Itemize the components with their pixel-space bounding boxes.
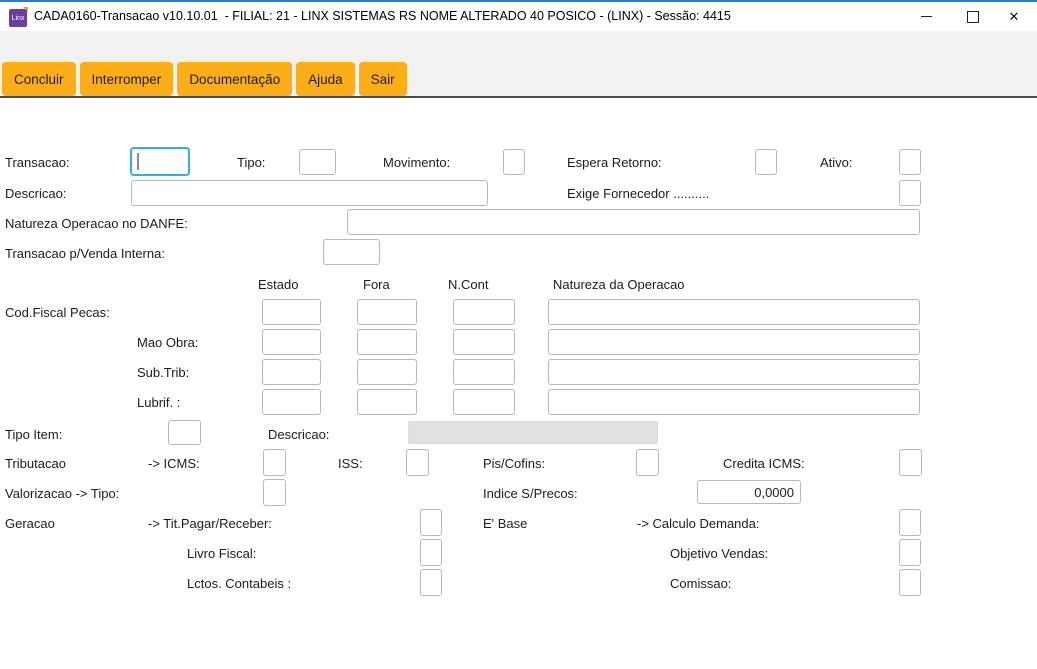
espera-retorno-label: Espera Retorno: [567,155,662,170]
window-top-accent [0,0,1037,2]
transacao-input[interactable] [130,147,190,176]
sub-trib-estado-input[interactable] [262,359,321,385]
mao-obra-fora-input[interactable] [357,329,417,355]
tipo-item-input[interactable] [168,420,201,445]
movimento-input[interactable] [503,149,525,175]
lctos-contabeis-label: Lctos. Contabeis : [187,576,292,591]
pecas-ncont-input[interactable] [453,299,515,325]
icms-label: -> ICMS: [148,456,200,471]
valorizacao-tipo-input[interactable] [263,479,286,506]
tipo-input[interactable] [299,149,336,175]
icms-input[interactable] [263,449,286,476]
title-bar: Linx CADA0160-Transacao v10.10.01 - FILI… [0,2,1037,31]
maximize-button[interactable] [950,2,996,31]
valorizacao-label: Valorizacao -> Tipo: [5,486,120,501]
sub-trib-natureza-input[interactable] [548,359,920,385]
descricao-input[interactable] [131,180,488,206]
cod-fiscal-pecas-label: Cod.Fiscal Pecas: [5,305,110,320]
mao-obra-ncont-input[interactable] [453,329,515,355]
sub-trib-ncont-input[interactable] [453,359,515,385]
mao-obra-estado-input[interactable] [262,329,321,355]
text-caret [137,153,139,170]
lctos-contabeis-input[interactable] [420,569,442,596]
comissao-label: Comissao: [670,576,732,591]
iss-label: ISS: [338,456,363,471]
exige-fornecedor-label: Exige Fornecedor .......... [567,186,710,201]
lubrif-fora-input[interactable] [357,389,417,415]
livro-fiscal-input[interactable] [420,539,442,566]
tab-concluir[interactable]: Concluir [2,62,76,96]
venda-interna-input[interactable] [323,239,380,265]
close-button[interactable]: ✕ [991,2,1037,31]
grid-header-natureza: Natureza da Operacao [553,277,685,292]
toolbar-tabs: Concluir Interromper Documentação Ajuda … [2,62,407,96]
credita-icms-label: Credita ICMS: [723,456,805,471]
objetivo-vendas-input[interactable] [899,539,921,566]
ativo-label: Ativo: [820,155,853,170]
mao-obra-natureza-input[interactable] [548,329,920,355]
lubrif-ncont-input[interactable] [453,389,515,415]
pis-cofins-label: Pis/Cofins: [483,456,546,471]
espera-retorno-input[interactable] [755,149,777,175]
exige-fornecedor-input[interactable] [899,180,921,206]
close-icon: ✕ [1008,9,1020,24]
pecas-natureza-input[interactable] [548,299,920,325]
minimize-icon [920,16,932,17]
natureza-danfe-input[interactable] [347,209,920,235]
grid-header-fora: Fora [363,277,390,292]
tab-underline [0,96,1037,98]
e-base-label: E' Base [483,516,528,531]
transacao-label: Transacao: [5,155,70,170]
ativo-input[interactable] [899,149,921,175]
indice-label: Indice S/Precos: [483,486,578,501]
comissao-input[interactable] [899,569,921,596]
geracao-label: Geracao [5,516,55,531]
pis-cofins-input[interactable] [636,449,659,476]
movimento-label: Movimento: [383,155,451,170]
sub-trib-fora-input[interactable] [357,359,417,385]
tipo-label: Tipo: [237,155,266,170]
iss-input[interactable] [406,449,429,476]
tipo-item-descricao-label: Descricao: [268,427,330,442]
natureza-danfe-label: Natureza Operacao no DANFE: [5,216,188,231]
minimize-button[interactable] [903,2,949,31]
maximize-icon [967,10,979,23]
descricao-label: Descricao: [5,186,67,201]
tab-sair[interactable]: Sair [358,62,407,96]
tipo-item-descricao-readonly-field [408,421,658,444]
grid-header-ncont: N.Cont [448,277,489,292]
pecas-estado-input[interactable] [262,299,321,325]
tab-interromper[interactable]: Interromper [79,62,174,96]
grid-header-estado: Estado [258,277,299,292]
tit-pagar-input[interactable] [420,509,442,536]
objetivo-vendas-label: Objetivo Vendas: [670,546,769,561]
sub-trib-label: Sub.Trib: [137,365,190,380]
livro-fiscal-label: Livro Fiscal: [187,546,257,561]
tributacao-label: Tributacao [5,456,66,471]
credita-icms-input[interactable] [899,449,922,476]
tab-documentacao[interactable]: Documentação [177,62,293,96]
lubrif-label: Lubrif. : [137,395,181,410]
calculo-demanda-input[interactable] [899,509,921,536]
tipo-item-label: Tipo Item: [5,427,63,442]
lubrif-estado-input[interactable] [262,389,321,415]
lubrif-natureza-input[interactable] [548,389,920,415]
indice-input[interactable] [697,480,801,504]
pecas-fora-input[interactable] [357,299,417,325]
tit-pagar-label: -> Tit.Pagar/Receber: [148,516,272,531]
linx-app-icon: Linx [9,7,28,27]
venda-interna-label: Transacao p/Venda Interna: [5,246,165,261]
tab-ajuda[interactable]: Ajuda [296,62,355,96]
window-title: CADA0160-Transacao v10.10.01 - FILIAL: 2… [34,9,731,23]
mao-obra-label: Mao Obra: [137,335,199,350]
calculo-demanda-label: -> Calculo Demanda: [637,516,760,531]
